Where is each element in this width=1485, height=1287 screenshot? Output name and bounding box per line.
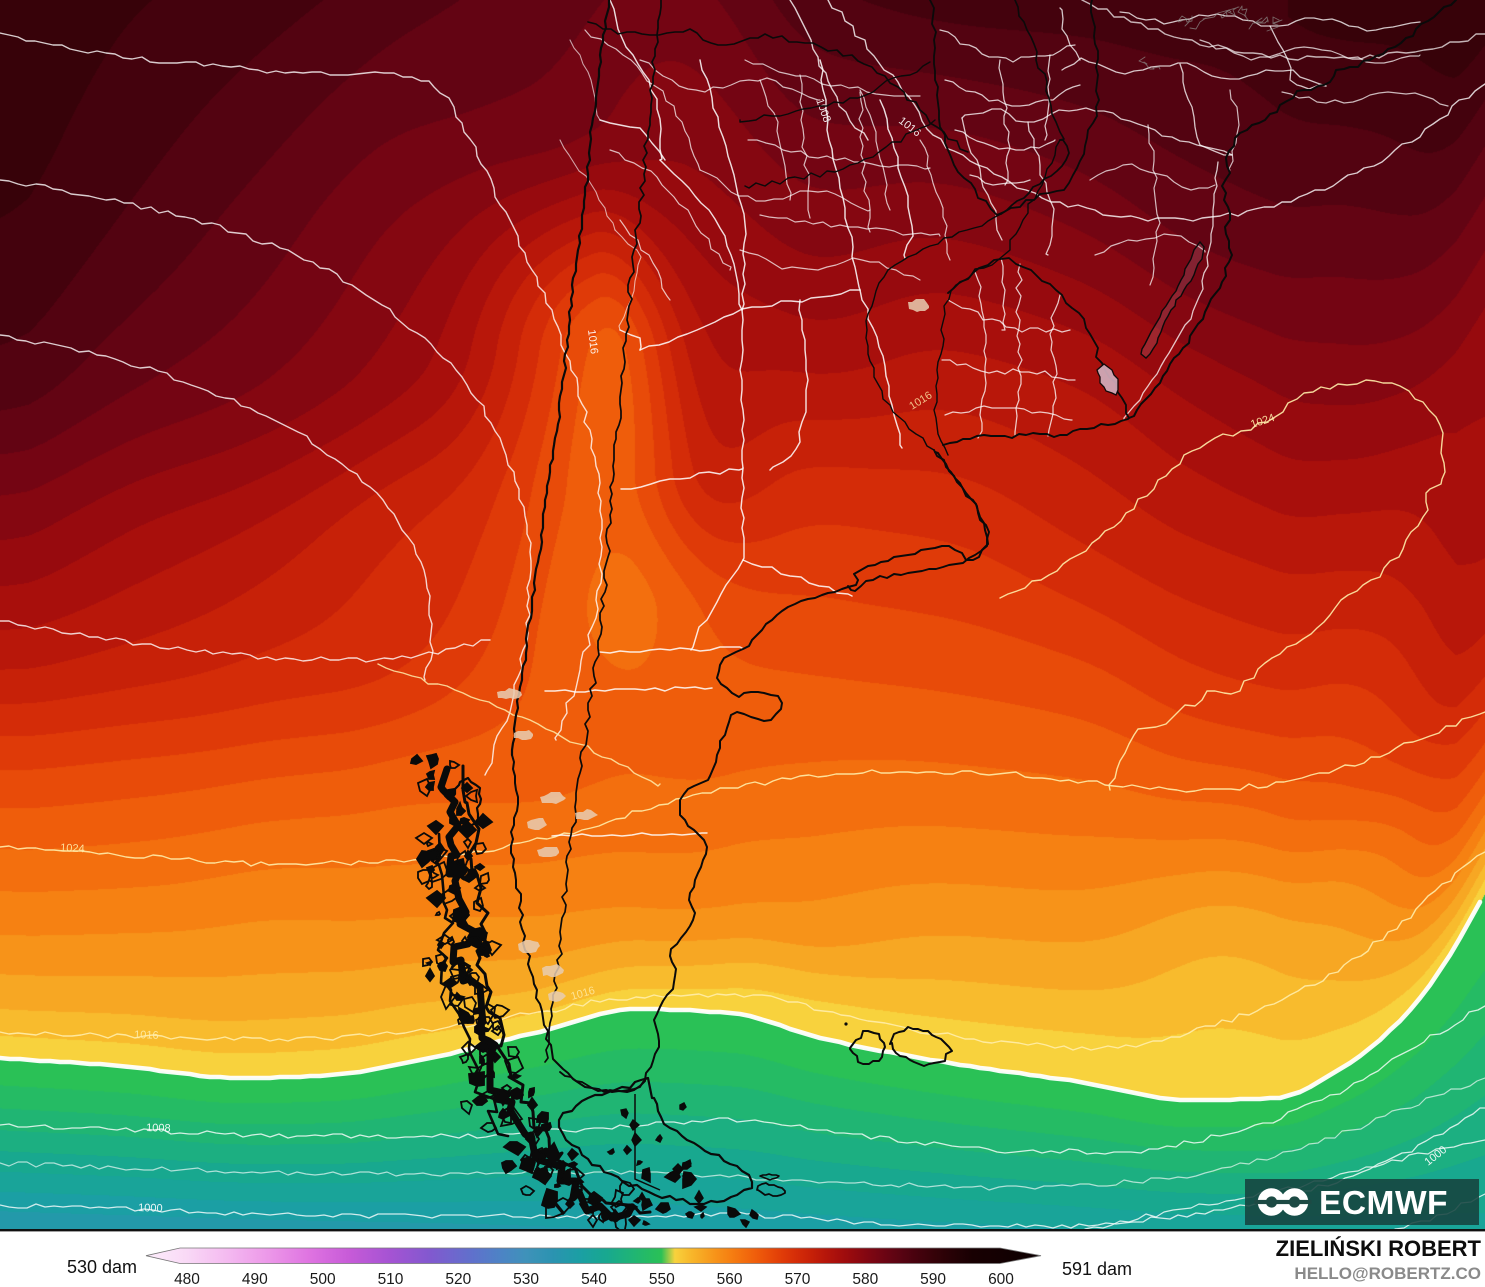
svg-text:530 dam: 530 dam [67,1257,137,1277]
svg-text:1016: 1016 [907,389,934,412]
svg-text:1016: 1016 [896,115,923,140]
svg-text:530: 530 [513,1271,539,1287]
svg-text:591 dam: 591 dam [1062,1259,1132,1279]
svg-text:490: 490 [242,1271,268,1287]
svg-text:540: 540 [581,1271,607,1287]
svg-text:550: 550 [649,1271,675,1287]
svg-text:1024: 1024 [60,842,85,855]
svg-text:600: 600 [988,1271,1014,1287]
svg-text:1016: 1016 [134,1029,159,1042]
svg-text:ECMWF: ECMWF [1319,1185,1448,1222]
svg-text:570: 570 [785,1271,811,1287]
svg-text:520: 520 [445,1271,471,1287]
svg-text:560: 560 [717,1271,743,1287]
svg-text:590: 590 [920,1271,946,1287]
svg-text:580: 580 [852,1271,878,1287]
svg-text:510: 510 [378,1271,404,1287]
svg-text:1000: 1000 [138,1202,163,1215]
svg-text:1016: 1016 [585,329,600,355]
svg-text:500: 500 [310,1271,336,1287]
svg-text:HELLO@ROBERTZ.CO: HELLO@ROBERTZ.CO [1294,1264,1481,1283]
svg-text:ZIELIŃSKI ROBERT: ZIELIŃSKI ROBERT [1276,1236,1482,1261]
svg-text:1008: 1008 [813,97,833,124]
svg-text:1024: 1024 [1249,412,1276,431]
svg-text:1008: 1008 [146,1122,171,1135]
svg-text:480: 480 [174,1271,200,1287]
